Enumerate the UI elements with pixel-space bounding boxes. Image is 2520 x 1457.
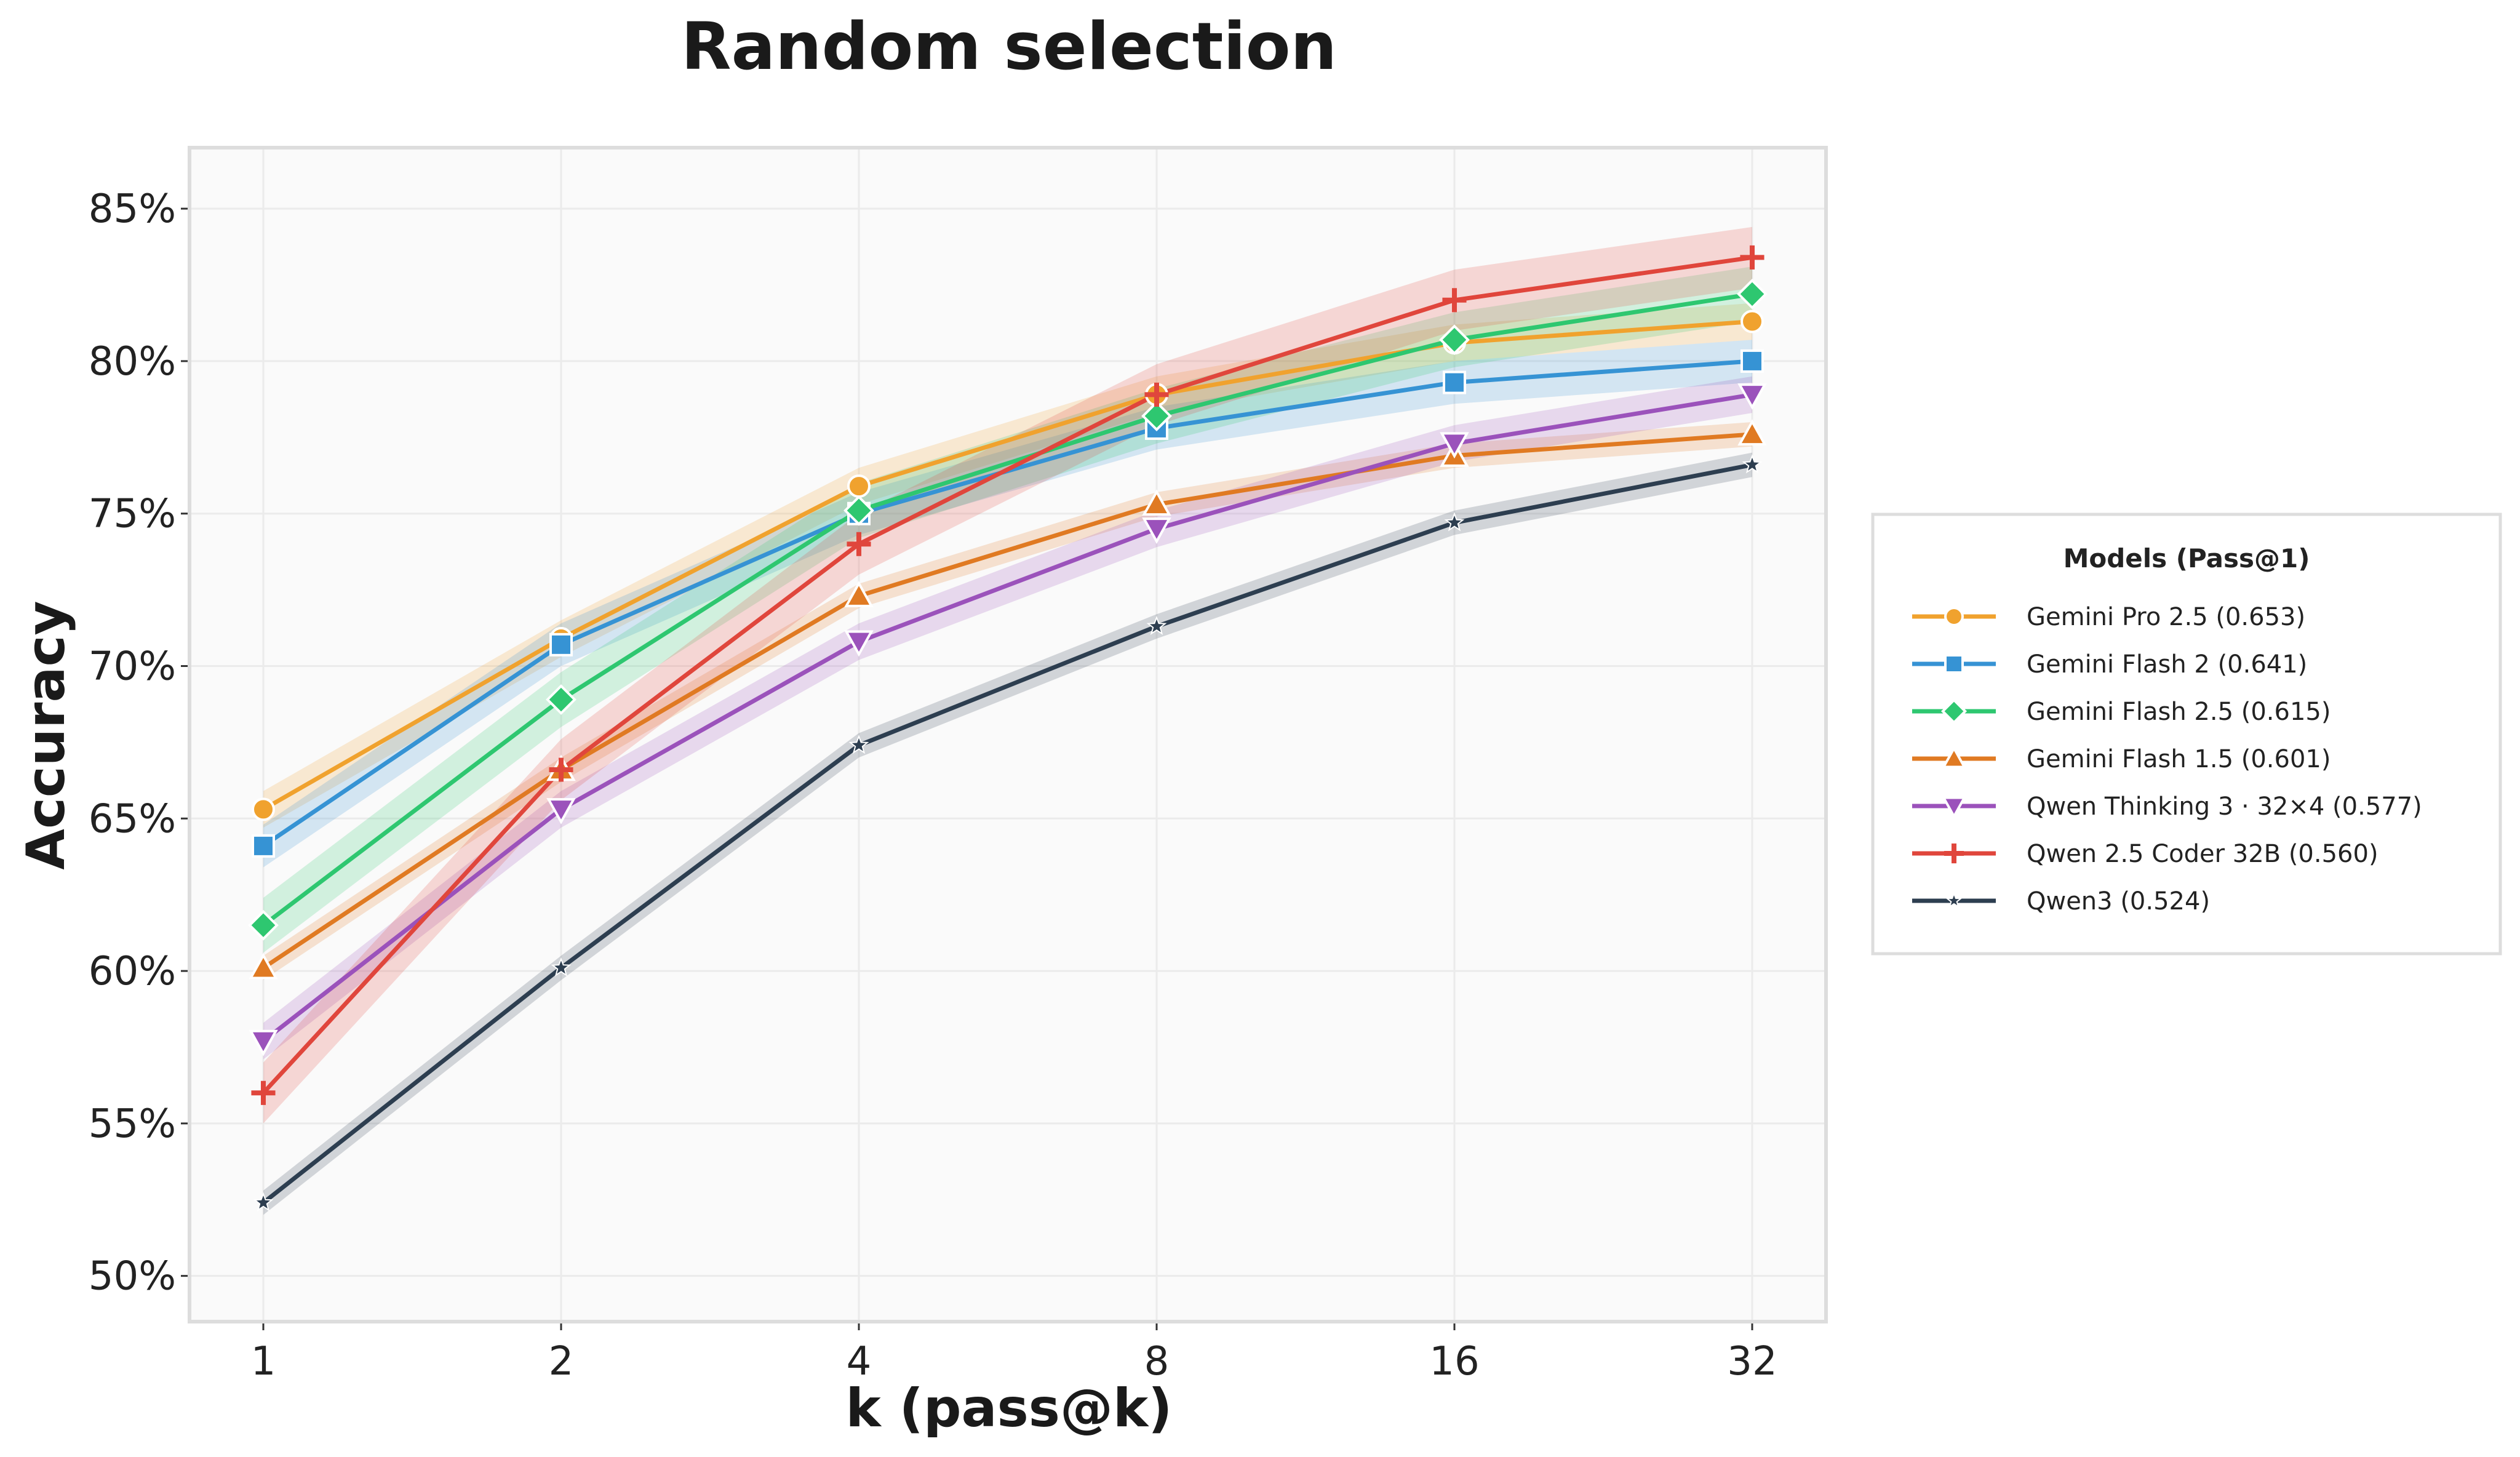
data-point — [249, 952, 278, 980]
data-point — [847, 474, 871, 498]
y-tick-label: 60% — [89, 949, 176, 994]
data-point — [251, 1080, 276, 1105]
data-point — [1740, 349, 1764, 373]
x-tick-label: 2 — [549, 1339, 574, 1384]
data-point — [1740, 309, 1764, 333]
data-point — [1440, 432, 1469, 459]
data-point — [843, 495, 874, 526]
legend-label: Qwen3 (0.524) — [2027, 887, 2210, 916]
legend-label: Gemini Flash 2 (0.641) — [2027, 650, 2307, 679]
legend-marker — [1941, 746, 1967, 768]
x-tick-label: 1 — [251, 1339, 276, 1384]
data-point — [248, 909, 279, 941]
legend: Models (Pass@1) Gemini Pro 2.5 (0.653) Gem… — [1871, 513, 2502, 956]
data-point — [1740, 245, 1764, 269]
data-point — [1141, 401, 1172, 432]
x-tick-label: 16 — [1429, 1339, 1479, 1384]
x-tick-label: 4 — [847, 1339, 872, 1384]
y-tick-label: 80% — [89, 339, 176, 385]
legend-title: Models (Pass@1) — [2063, 543, 2310, 573]
legend-marker — [1941, 796, 1967, 819]
x-tick-label: 32 — [1727, 1339, 1777, 1384]
legend-label: Qwen Thinking 3 · 32×4 (0.577) — [2027, 792, 2422, 821]
y-tick-label: 55% — [89, 1101, 176, 1147]
data-point — [549, 757, 573, 782]
data-point — [252, 797, 275, 821]
series-line — [262, 319, 1753, 812]
legend-marker — [1944, 607, 1964, 626]
data-point — [546, 798, 576, 824]
data-point — [249, 1029, 278, 1056]
legend-box — [1871, 513, 2502, 956]
data-point — [1737, 278, 1768, 309]
legend-marker — [1945, 892, 1963, 908]
data-point — [1442, 288, 1467, 313]
y-axis-label: Accuracy — [15, 601, 77, 869]
data-point — [1144, 382, 1169, 407]
legend-marker — [1940, 698, 1968, 725]
data-point — [1742, 454, 1763, 474]
data-point — [549, 633, 573, 657]
series-line — [262, 432, 1753, 970]
plot-frame — [188, 146, 1828, 1323]
data-point — [1737, 419, 1767, 446]
data-point — [848, 735, 869, 754]
data-point — [1146, 615, 1167, 635]
data-point — [847, 532, 871, 556]
data-point — [1443, 370, 1466, 394]
chart-title: Random selection — [681, 9, 1337, 84]
legend-label: Qwen 2.5 Coder 32B (0.560) — [2027, 840, 2378, 868]
x-tick-label: 8 — [1144, 1339, 1170, 1384]
data-point — [1439, 324, 1470, 356]
series-line — [261, 255, 1753, 1095]
series-line — [261, 462, 1753, 1205]
legend-label: Gemini Flash 2.5 (0.615) — [2027, 698, 2331, 726]
y-tick-label: 75% — [89, 492, 176, 537]
data-point — [1142, 517, 1171, 544]
data-point — [551, 957, 572, 977]
data-point — [1444, 512, 1465, 532]
legend-marker — [1944, 843, 1964, 864]
series-line — [261, 392, 1753, 1043]
y-tick-label: 50% — [89, 1254, 176, 1299]
x-axis-label: k (pass@k) — [846, 1378, 1173, 1439]
legend-label: Gemini Flash 1.5 (0.601) — [2027, 745, 2331, 773]
legend-marker — [1944, 654, 1964, 674]
data-point — [1142, 489, 1171, 516]
data-point — [253, 1192, 274, 1212]
y-tick-label: 85% — [89, 186, 176, 232]
legend-label: Gemini Pro 2.5 (0.653) — [2027, 603, 2305, 631]
data-point — [252, 834, 275, 858]
y-tick-label: 70% — [89, 644, 176, 689]
series-line — [261, 292, 1753, 927]
data-point — [1737, 383, 1767, 410]
confidence-band — [263, 266, 1752, 953]
data-point — [546, 684, 576, 715]
data-point — [844, 630, 874, 657]
data-point — [844, 580, 874, 607]
confidence-band — [263, 340, 1752, 868]
plot-background — [189, 148, 1826, 1322]
y-tick-label: 65% — [89, 796, 176, 842]
plot-area: 50% 55% 60% 65% 70% 75% 80% 85% 1 2 4 8 16 32 — [89, 146, 1828, 1384]
